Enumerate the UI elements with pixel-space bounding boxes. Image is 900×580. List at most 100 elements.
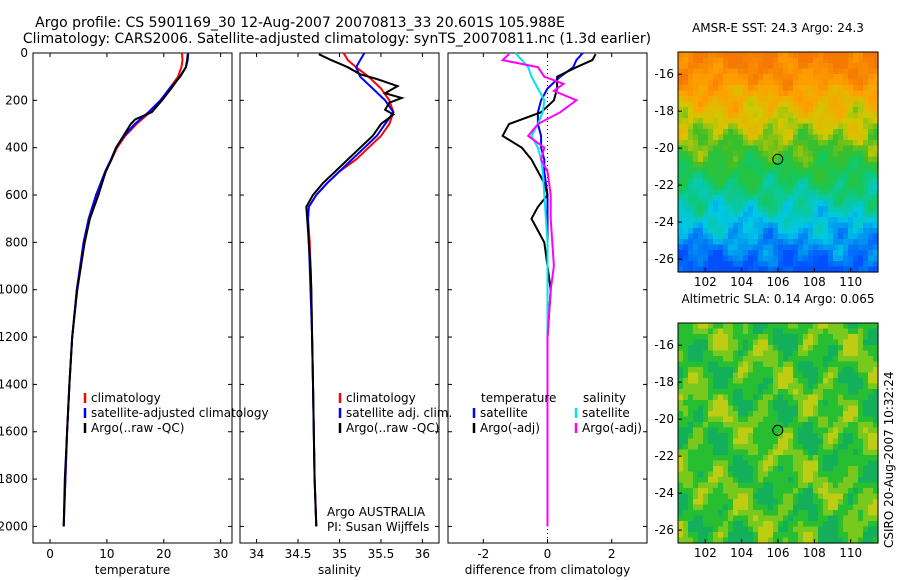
map-cell: [853, 85, 859, 92]
map-cell: [758, 482, 764, 489]
map-cell: [798, 52, 804, 59]
map-cell: [733, 383, 739, 390]
map-cell: [758, 350, 764, 357]
map-cell: [698, 222, 704, 229]
map-cell: [823, 361, 829, 368]
map-cell: [723, 211, 729, 218]
map-cell: [683, 217, 689, 224]
map-cell: [853, 74, 859, 81]
map-cell: [818, 228, 824, 235]
map-cell: [808, 123, 814, 130]
map-cell: [793, 255, 799, 262]
map-cell: [838, 482, 844, 489]
map-cell: [758, 515, 764, 522]
map-cell: [698, 493, 704, 500]
map-cell: [768, 405, 774, 412]
map-cell: [698, 151, 704, 158]
map-cell: [708, 167, 714, 174]
map-cell: [798, 250, 804, 257]
map-cell: [868, 438, 874, 445]
map-cell: [708, 537, 714, 544]
map-cell: [758, 101, 764, 108]
map-cell: [753, 383, 759, 390]
map-cell: [833, 334, 839, 341]
map-cell: [708, 107, 714, 114]
map-cell: [848, 433, 854, 440]
map-cell: [793, 156, 799, 163]
map-cell: [758, 85, 764, 92]
map-cell: [768, 222, 774, 229]
map-cell: [773, 217, 779, 224]
map-cell: [783, 460, 789, 467]
map-cell: [843, 411, 849, 418]
map-cell: [863, 405, 869, 412]
map-cell: [838, 400, 844, 407]
map-cell: [848, 85, 854, 92]
map-cell: [683, 200, 689, 207]
map-cell: [763, 400, 769, 407]
map-cell: [748, 173, 754, 180]
map-cell: [773, 400, 779, 407]
map-cell: [873, 79, 879, 86]
map-cell: [748, 189, 754, 196]
map-cell: [748, 537, 754, 544]
map-cell: [783, 90, 789, 97]
map-cell: [808, 400, 814, 407]
map-cell: [728, 250, 734, 257]
map-cell: [858, 460, 864, 467]
map-cell: [853, 488, 859, 495]
map-cell: [848, 510, 854, 517]
map-cell: [783, 493, 789, 500]
map-cell: [838, 405, 844, 412]
map-cell: [818, 339, 824, 346]
map-cell: [713, 140, 719, 147]
map-cell: [728, 361, 734, 368]
map-cell: [853, 255, 859, 262]
map-cell: [788, 112, 794, 119]
map-cell: [793, 222, 799, 229]
map-cell: [798, 510, 804, 517]
map-cell: [823, 233, 829, 240]
map-cell: [738, 162, 744, 169]
map-cell: [703, 372, 709, 379]
map-cell: [703, 416, 709, 423]
map-cell: [743, 233, 749, 240]
map-cell: [688, 405, 694, 412]
map-cell: [768, 90, 774, 97]
map-cell: [843, 189, 849, 196]
map-cell: [828, 345, 834, 352]
map-cell: [723, 400, 729, 407]
map-cell: [838, 162, 844, 169]
map-cell: [813, 334, 819, 341]
map-cell: [848, 389, 854, 396]
sst_map-y-tick-label: -26: [654, 252, 674, 266]
map-cell: [728, 222, 734, 229]
map-cell: [813, 261, 819, 268]
map-cell: [738, 400, 744, 407]
map-cell: [848, 74, 854, 81]
map-cell: [848, 250, 854, 257]
map-cell: [723, 118, 729, 125]
map-cell: [758, 460, 764, 467]
map-cell: [738, 460, 744, 467]
map-cell: [793, 151, 799, 158]
map-cell: [828, 389, 834, 396]
map-cell: [828, 499, 834, 506]
map-cell: [793, 250, 799, 257]
map-cell: [873, 90, 879, 97]
map-cell: [858, 266, 864, 273]
map-cell: [818, 255, 824, 262]
map-cell: [713, 200, 719, 207]
map-cell: [853, 217, 859, 224]
map-cell: [688, 167, 694, 174]
map-cell: [868, 510, 874, 517]
map-cell: [748, 90, 754, 97]
map-cell: [788, 129, 794, 136]
map-cell: [818, 173, 824, 180]
map-cell: [858, 334, 864, 341]
map-cell: [723, 323, 729, 330]
map-cell: [748, 239, 754, 246]
map-cell: [828, 261, 834, 268]
map-cell: [678, 383, 684, 390]
map-cell: [858, 173, 864, 180]
